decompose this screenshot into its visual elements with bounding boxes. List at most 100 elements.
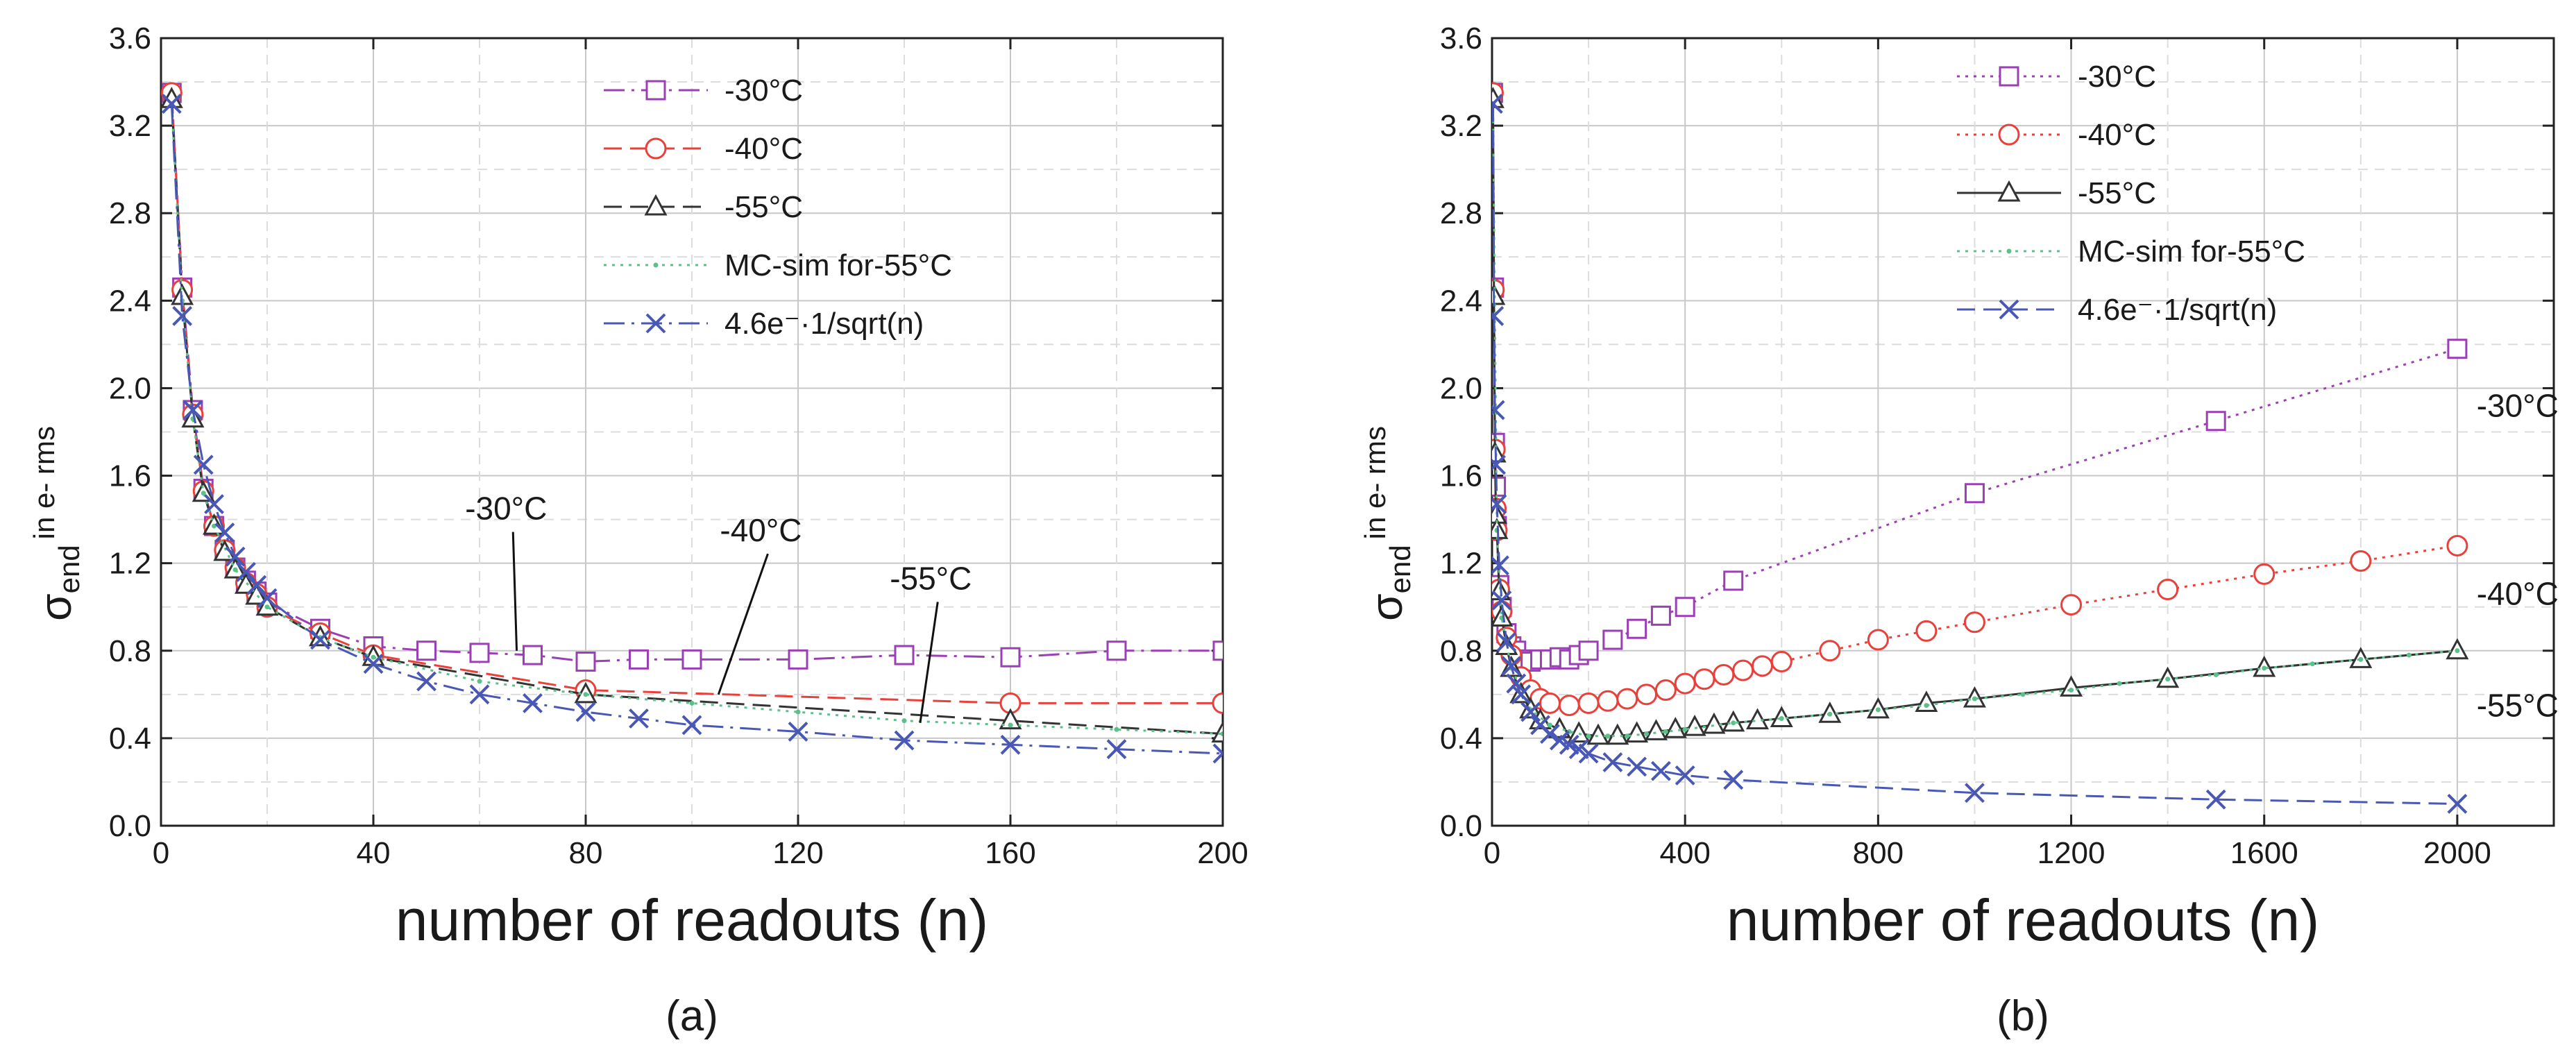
data-point [1212, 692, 1223, 714]
data-point [1520, 702, 1541, 722]
x-tick-label: 0 [1484, 836, 1500, 870]
data-point [1723, 770, 1744, 790]
data-point [225, 546, 246, 567]
data-point [2213, 672, 2219, 677]
y-tick-label: 1.2 [109, 547, 151, 581]
data-point [2020, 692, 2026, 697]
data-point [232, 567, 238, 572]
x-tick-label: 40 [357, 836, 391, 870]
legend-marker [645, 137, 667, 160]
data-point [894, 645, 915, 665]
series-3 [169, 101, 1223, 737]
y-tick-label: 1.2 [1440, 547, 1482, 581]
legend-label: -40°C [2078, 118, 2156, 152]
data-point [1963, 611, 1985, 634]
data-point [2406, 652, 2412, 658]
data-point [1972, 696, 1977, 702]
data-point [201, 491, 206, 496]
data-point [2060, 675, 2083, 697]
data-point [1683, 714, 1706, 736]
data-point [1597, 690, 1619, 712]
data-point [1636, 683, 1658, 706]
y-tick-label: 3.2 [1440, 109, 1482, 143]
data-point [2117, 681, 2122, 686]
data-point [2262, 665, 2267, 671]
data-point [1915, 690, 1938, 712]
data-point [1616, 688, 1638, 710]
panel-caption: (b) [1997, 992, 2049, 1040]
data-point [416, 640, 437, 661]
data-point [1501, 656, 1522, 677]
legend-marker [1999, 299, 2019, 320]
data-point [1547, 722, 1552, 728]
grid [1492, 38, 2554, 826]
y-tick-label: 0.0 [1440, 809, 1482, 843]
data-point [1506, 673, 1527, 694]
data-point [1577, 692, 1600, 714]
data-point [795, 709, 801, 715]
data-point [1964, 483, 1985, 504]
data-point [1867, 629, 1889, 651]
data-point [1625, 721, 1649, 743]
legend-label: -30°C [2078, 60, 2156, 94]
data-point [1000, 734, 1021, 755]
data-point [2350, 550, 2372, 572]
annotation-leader [511, 532, 518, 651]
x-axis-label: number of readouts (n) [1727, 887, 2319, 953]
data-point [1492, 305, 1505, 326]
data-point [1702, 712, 1726, 734]
data-point [1663, 729, 1668, 734]
data-point [1965, 783, 1985, 804]
annotation-label: -30°C [465, 491, 547, 527]
data-point [1674, 672, 1696, 695]
data-point [1713, 663, 1735, 686]
data-point [1492, 590, 1512, 611]
legend-marker [645, 313, 666, 334]
data-point [1606, 723, 1629, 745]
data-point [1586, 723, 1610, 745]
data-point [629, 649, 649, 670]
data-point [1627, 756, 1647, 777]
data-point [2447, 339, 2468, 359]
data-point [1558, 695, 1580, 717]
data-point [1008, 722, 1013, 728]
legend-marker [644, 194, 668, 216]
data-point [1496, 631, 1517, 652]
data-point [901, 718, 907, 724]
data-point [689, 700, 695, 706]
chart-panel-a: 0 40 80 120 160 200 0.0 0.4 0.8 1.2 1.6 2.0 2.4 2.8 3.… [28, 22, 1248, 1040]
data-point [1627, 618, 1647, 639]
data-point [1212, 743, 1223, 764]
y-tick-label: 0.4 [109, 722, 151, 756]
annotation-leader [919, 602, 939, 724]
data-point [1492, 400, 1505, 420]
legend: -30°C -40°C -55°C MC-sim for-55°C 4.6e⁻·1/sq… [604, 74, 952, 341]
legend-label: -55°C [2078, 176, 2156, 210]
annotation-label: -30°C [2477, 387, 2559, 423]
data-point [2157, 579, 2179, 600]
x-tick-label: 800 [1853, 836, 1904, 870]
legend-label: -55°C [724, 190, 803, 224]
data-point [1567, 721, 1591, 743]
data-point [629, 708, 649, 729]
data-point [2205, 789, 2226, 810]
x-tick-label: 120 [772, 836, 823, 870]
y-tick-label: 2.0 [109, 371, 151, 405]
data-point [371, 654, 376, 660]
data-point [1559, 734, 1579, 755]
data-point [363, 654, 384, 674]
data-point [416, 671, 437, 692]
data-point [214, 522, 235, 543]
y-tick-label: 1.6 [109, 459, 151, 493]
data-point [193, 454, 214, 475]
data-point [1578, 743, 1599, 764]
y-tick-label: 0.8 [109, 634, 151, 668]
data-point [1492, 494, 1507, 514]
data-point [1212, 640, 1223, 661]
legend-label: -30°C [724, 74, 803, 108]
data-point [1511, 684, 1532, 705]
data-point [523, 693, 543, 713]
data-point [1693, 668, 1715, 690]
data-point [1539, 692, 1561, 714]
legend-label: MC-sim for-55°C [724, 248, 952, 282]
